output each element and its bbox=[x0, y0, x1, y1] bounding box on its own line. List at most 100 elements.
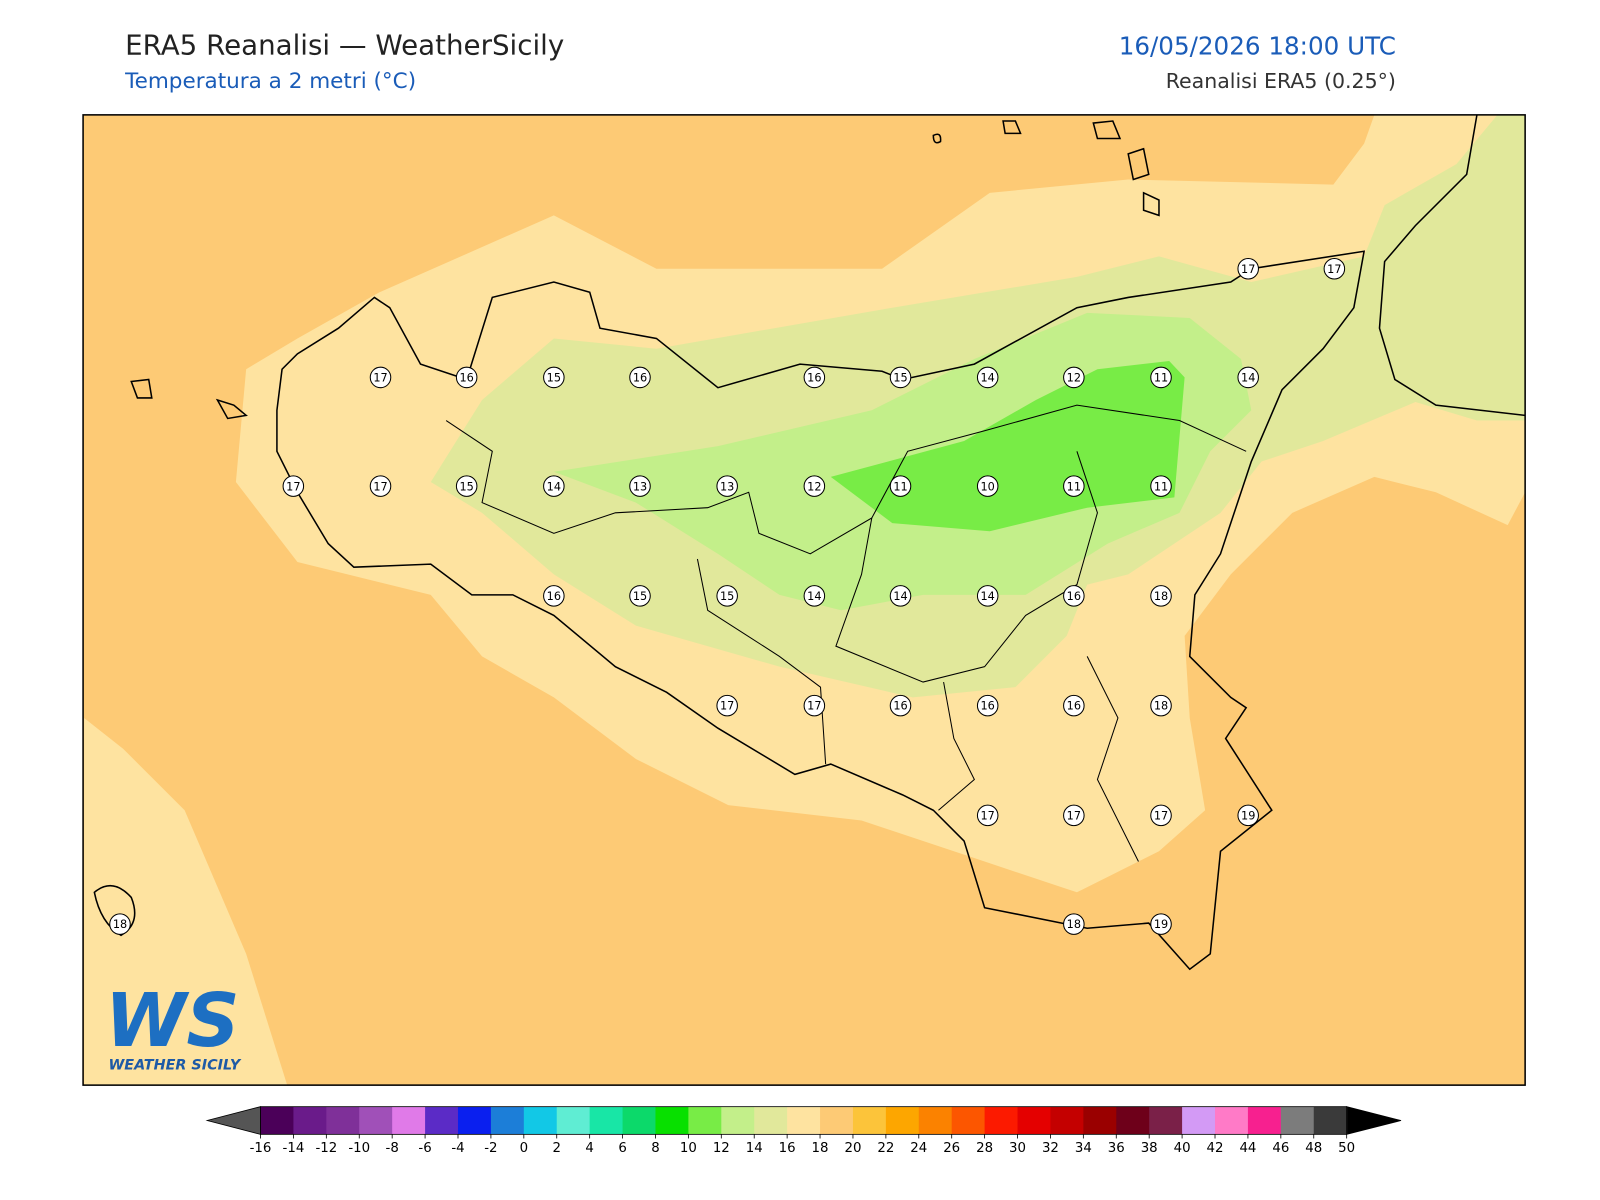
station-marker bbox=[1063, 366, 1085, 389]
station-marker bbox=[1063, 475, 1085, 497]
station-marker bbox=[455, 366, 478, 389]
colorbar-segment bbox=[1280, 1106, 1315, 1135]
logo: WS WEATHER SICILY bbox=[105, 978, 242, 1074]
station-value: 17 bbox=[981, 809, 995, 822]
station-marker bbox=[1150, 585, 1172, 607]
station-marker bbox=[1237, 257, 1259, 280]
sicily-coast bbox=[276, 250, 1366, 971]
colorbar-tick-label: -12 bbox=[315, 1141, 337, 1156]
colorbar-segment bbox=[490, 1106, 525, 1135]
station-marker bbox=[889, 694, 912, 717]
province-boundaries-south bbox=[696, 451, 1139, 862]
colorbar-segment bbox=[1083, 1106, 1117, 1135]
station-marker bbox=[282, 475, 305, 497]
station-marker bbox=[803, 366, 826, 389]
colorbar-tick-label: 40 bbox=[1174, 1141, 1191, 1156]
colorbar-segment bbox=[392, 1106, 426, 1135]
colorbar-segment bbox=[721, 1106, 755, 1135]
station-marker bbox=[109, 913, 131, 935]
station-marker bbox=[369, 366, 392, 389]
station-marker bbox=[976, 366, 999, 389]
colorbar-segment bbox=[885, 1106, 920, 1135]
colorbar-segment bbox=[1050, 1106, 1084, 1135]
station-marker bbox=[1150, 475, 1172, 497]
map-area: 17 16 15 16 16 15 14 12 11 14 17 17 17 17 15 14 13 13 12 11… bbox=[83, 114, 1526, 1086]
station-value: 19 bbox=[1154, 918, 1168, 931]
colorbar-tick-label: -6 bbox=[418, 1141, 431, 1156]
station-value: 15 bbox=[633, 590, 647, 603]
station-marker bbox=[455, 475, 478, 497]
station-value: 11 bbox=[893, 480, 907, 493]
colorbar-tick-label: 22 bbox=[877, 1141, 894, 1156]
station-marker bbox=[1150, 694, 1172, 717]
colorbar-tick-label: 8 bbox=[651, 1141, 659, 1156]
station-value: 17 bbox=[807, 700, 821, 713]
colorbar-segment bbox=[359, 1106, 393, 1135]
colorbar-tick-label: -14 bbox=[283, 1141, 305, 1156]
station-marker bbox=[1063, 804, 1085, 827]
station-value: 16 bbox=[459, 372, 473, 385]
station-value: 16 bbox=[1067, 590, 1081, 603]
station-marker bbox=[803, 585, 826, 607]
station-marker bbox=[803, 475, 826, 497]
colorbar-segment bbox=[1017, 1106, 1051, 1135]
station-value: 15 bbox=[547, 372, 561, 385]
colorbar-segment bbox=[1149, 1106, 1183, 1135]
map-frame bbox=[82, 114, 1526, 1086]
station-marker bbox=[976, 475, 999, 497]
colorbar-segment bbox=[787, 1106, 821, 1135]
coastline bbox=[93, 114, 1526, 971]
station-value: 16 bbox=[1067, 700, 1081, 713]
field-10-12 bbox=[830, 361, 1185, 532]
station-marker bbox=[889, 585, 912, 607]
station-value: 12 bbox=[1067, 372, 1081, 385]
station-value: 17 bbox=[286, 480, 300, 493]
station-marker bbox=[889, 475, 912, 497]
station-marker bbox=[629, 475, 651, 497]
colorbar-segment bbox=[556, 1106, 591, 1135]
colorbar-segment bbox=[655, 1106, 689, 1135]
station-marker bbox=[543, 366, 565, 389]
colorbar-tick-label: 18 bbox=[812, 1141, 829, 1156]
colorbar-tick-label: 26 bbox=[943, 1141, 960, 1156]
station-value: 13 bbox=[633, 480, 647, 493]
station-marker bbox=[1063, 694, 1085, 717]
colorbar-tick-label: 48 bbox=[1305, 1141, 1322, 1156]
colorbar-segment bbox=[293, 1106, 327, 1135]
station-labels: 17 16 15 16 16 15 14 12 11 14 17 17 17 17 15 14 13 13 12 11… bbox=[109, 257, 1346, 935]
station-marker bbox=[1237, 366, 1259, 389]
colorbar-tick-label: 42 bbox=[1207, 1141, 1224, 1156]
colorbar-segment bbox=[1116, 1106, 1150, 1135]
station-marker bbox=[716, 475, 738, 497]
colorbar-tick-label: 6 bbox=[618, 1141, 626, 1156]
colorbar-segment bbox=[260, 1106, 294, 1135]
station-value: 17 bbox=[373, 372, 387, 385]
station-marker bbox=[629, 585, 651, 607]
colorbar-tick-label: 20 bbox=[844, 1141, 861, 1156]
station-value: 17 bbox=[1067, 809, 1081, 822]
station-marker bbox=[629, 366, 651, 389]
title: ERA5 Reanalisi — WeatherSicily bbox=[125, 28, 564, 61]
station-value: 17 bbox=[373, 480, 387, 493]
station-value: 14 bbox=[893, 590, 907, 603]
station-value: 17 bbox=[720, 700, 734, 713]
station-marker bbox=[1323, 257, 1346, 280]
colorbar-tick-label: 16 bbox=[779, 1141, 796, 1156]
subtitle: Temperatura a 2 metri (°C) bbox=[124, 69, 416, 94]
station-value: 11 bbox=[1067, 480, 1081, 493]
logo-name: WEATHER SICILY bbox=[108, 1058, 241, 1074]
station-value: 10 bbox=[981, 480, 995, 493]
station-value: 14 bbox=[981, 372, 995, 385]
station-value: 12 bbox=[807, 480, 821, 493]
station-marker bbox=[976, 694, 999, 717]
station-marker bbox=[543, 585, 565, 607]
station-value: 15 bbox=[459, 480, 473, 493]
station-marker bbox=[889, 366, 912, 389]
colorbar-tick-label: 36 bbox=[1108, 1141, 1125, 1156]
station-value: 18 bbox=[113, 918, 127, 931]
colorbar-segment bbox=[457, 1106, 492, 1135]
station-marker bbox=[976, 585, 999, 607]
station-value: 15 bbox=[893, 372, 907, 385]
colorbar-tick-label: -16 bbox=[250, 1141, 272, 1156]
